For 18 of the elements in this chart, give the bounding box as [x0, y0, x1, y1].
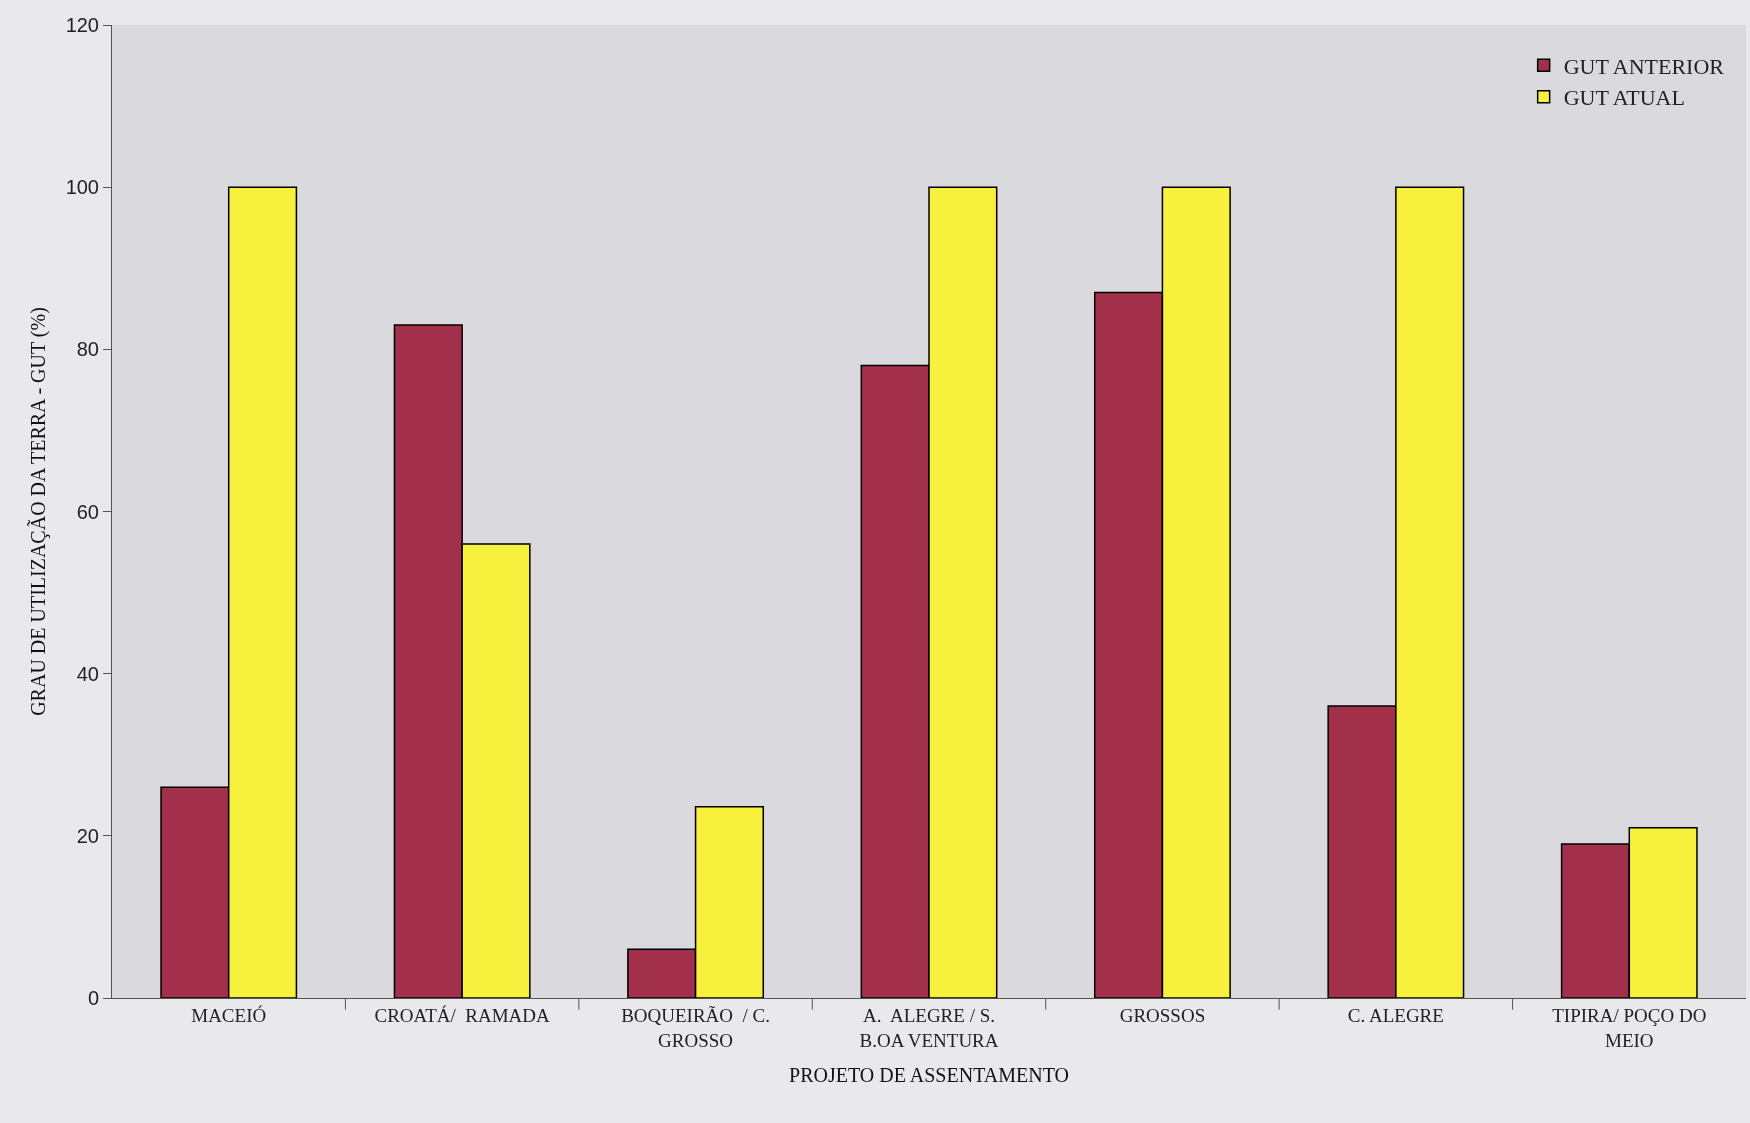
x-tick-label: BOQUEIRÃO / C. GROSSO [621, 1004, 770, 1051]
x-tick-label: A. ALEGRE / S. B.OA VENTURA [859, 1004, 999, 1051]
y-axis-title: GRAU DE UTILIZAÇÃO DA TERRA - GUT (%) [26, 307, 51, 716]
x-axis-title: PROJETO DE ASSENTAMENTO [789, 1064, 1069, 1086]
y-tick-label: 120 [65, 14, 99, 36]
x-tick-label: TIPIRA/ POÇO DO MEIO [1552, 1004, 1707, 1051]
x-tick-label: C. ALEGRE [1347, 1004, 1444, 1026]
y-tick-label: 40 [76, 662, 99, 685]
legend-label: GUT ANTERIOR [1563, 53, 1725, 79]
y-tick-label: 100 [65, 176, 99, 199]
y-tick-label: 20 [76, 824, 99, 847]
y-tick-label: 60 [76, 500, 99, 523]
legend-label: GUT ATUAL [1563, 85, 1685, 111]
x-tick-label: GROSSOS [1119, 1004, 1206, 1026]
y-tick-label: 0 [87, 987, 99, 1009]
y-tick-label: 80 [76, 338, 99, 361]
x-tick-label: MACEIÓ [191, 1004, 267, 1026]
x-tick-label: CROATÁ/ RAMADA [374, 1004, 551, 1026]
